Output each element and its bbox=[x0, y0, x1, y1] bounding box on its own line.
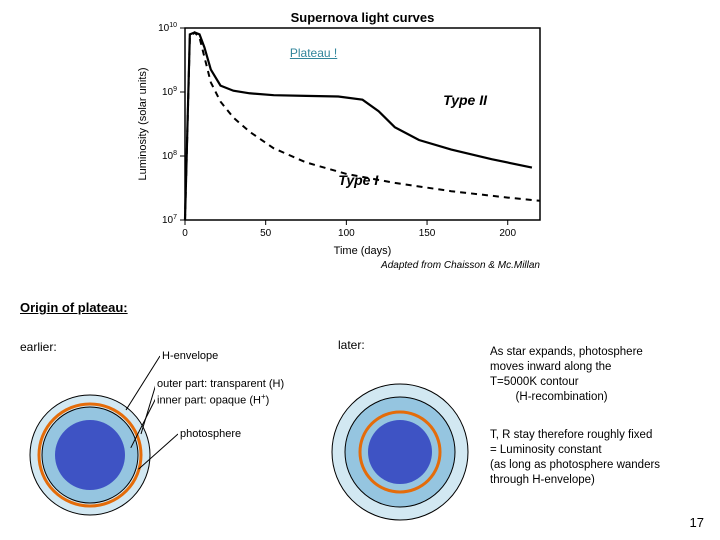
svg-text:Supernova light curves: Supernova light curves bbox=[291, 10, 435, 25]
explanation-1: As star expands, photospheremoves inward… bbox=[490, 345, 700, 405]
inner-part-label: inner part: opaque (H+) bbox=[155, 392, 271, 407]
chart-svg: 0 50 100 150 200 107 108 109 1010 Time (days) Lumi… bbox=[130, 10, 560, 270]
svg-text:107: 107 bbox=[162, 214, 177, 226]
svg-text:Luminosity (solar units): Luminosity (solar units) bbox=[137, 67, 149, 180]
svg-text:50: 50 bbox=[260, 228, 272, 239]
plateau-callout: Plateau ! bbox=[290, 46, 337, 60]
photosphere-label: photosphere bbox=[178, 428, 243, 440]
svg-text:Type II: Type II bbox=[443, 92, 488, 108]
light-curve-chart: 0 50 100 150 200 107 108 109 1010 Time (days) Lumi… bbox=[130, 10, 560, 270]
svg-text:1010: 1010 bbox=[158, 22, 177, 34]
svg-text:0: 0 bbox=[182, 228, 188, 239]
svg-text:Time (days): Time (days) bbox=[334, 245, 392, 257]
svg-text:109: 109 bbox=[162, 86, 177, 98]
h-envelope-label: H-envelope bbox=[160, 350, 220, 362]
origin-heading: Origin of plateau: bbox=[20, 300, 128, 315]
explanation-2: T, R stay therefore roughly fixed= Lumin… bbox=[490, 428, 700, 488]
svg-text:108: 108 bbox=[162, 150, 177, 162]
earlier-label: earlier: bbox=[20, 340, 57, 354]
svg-text:Type I: Type I bbox=[338, 172, 379, 188]
svg-text:200: 200 bbox=[499, 228, 516, 239]
later-label: later: bbox=[338, 338, 365, 352]
svg-text:Adapted from Chaisson & Mc.Mil: Adapted from Chaisson & Mc.Millan bbox=[380, 260, 540, 270]
outer-part-label: outer part: transparent (H) bbox=[155, 378, 286, 390]
page-number: 17 bbox=[690, 515, 704, 530]
svg-text:100: 100 bbox=[338, 228, 355, 239]
svg-text:150: 150 bbox=[419, 228, 436, 239]
